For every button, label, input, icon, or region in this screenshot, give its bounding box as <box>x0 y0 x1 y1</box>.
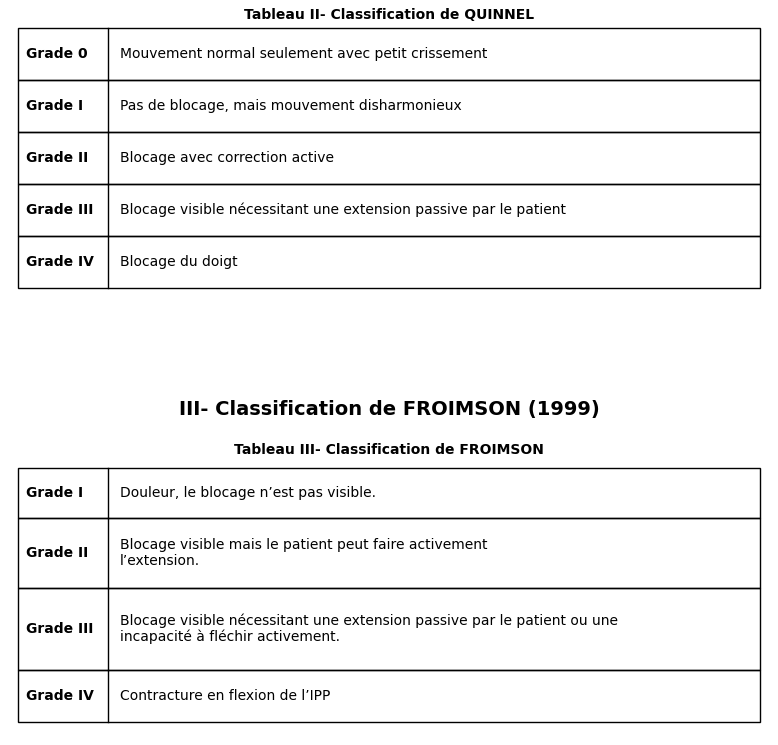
Bar <box>18 132 760 184</box>
Text: Grade 0: Grade 0 <box>26 47 88 61</box>
Text: Tableau II- Classification de QUINNEL: Tableau II- Classification de QUINNEL <box>244 8 534 22</box>
Text: Mouvement normal seulement avec petit crissement: Mouvement normal seulement avec petit cr… <box>120 47 487 61</box>
Text: Blocage du doigt: Blocage du doigt <box>120 255 237 269</box>
Bar <box>18 184 760 236</box>
Text: Grade IV: Grade IV <box>26 689 94 703</box>
Text: Grade I: Grade I <box>26 99 83 113</box>
Text: l’extension.: l’extension. <box>120 554 200 568</box>
Text: Grade III: Grade III <box>26 622 93 636</box>
Text: Pas de blocage, mais mouvement disharmonieux: Pas de blocage, mais mouvement disharmon… <box>120 99 462 113</box>
Bar <box>18 236 760 288</box>
Bar <box>18 28 760 80</box>
Text: Douleur, le blocage n’est pas visible.: Douleur, le blocage n’est pas visible. <box>120 486 376 500</box>
Text: Grade III: Grade III <box>26 203 93 217</box>
Bar <box>18 588 760 670</box>
Bar <box>18 80 760 132</box>
Text: Blocage avec correction active: Blocage avec correction active <box>120 151 334 165</box>
Text: Grade IV: Grade IV <box>26 255 94 269</box>
Text: incapacité à fléchir activement.: incapacité à fléchir activement. <box>120 630 340 644</box>
Text: Contracture en flexion de l’IPP: Contracture en flexion de l’IPP <box>120 689 331 703</box>
Text: Tableau III- Classification de FROIMSON: Tableau III- Classification de FROIMSON <box>234 443 544 457</box>
Bar <box>18 468 760 518</box>
Bar <box>18 518 760 588</box>
Text: Grade II: Grade II <box>26 151 88 165</box>
Text: Blocage visible nécessitant une extension passive par le patient ou une: Blocage visible nécessitant une extensio… <box>120 614 618 629</box>
Text: Blocage visible mais le patient peut faire activement: Blocage visible mais le patient peut fai… <box>120 538 488 552</box>
Text: Grade II: Grade II <box>26 546 88 560</box>
Text: Grade I: Grade I <box>26 486 83 500</box>
Bar <box>18 670 760 722</box>
Text: III- Classification de FROIMSON (1999): III- Classification de FROIMSON (1999) <box>179 400 599 419</box>
Text: Blocage visible nécessitant une extension passive par le patient: Blocage visible nécessitant une extensio… <box>120 203 566 218</box>
